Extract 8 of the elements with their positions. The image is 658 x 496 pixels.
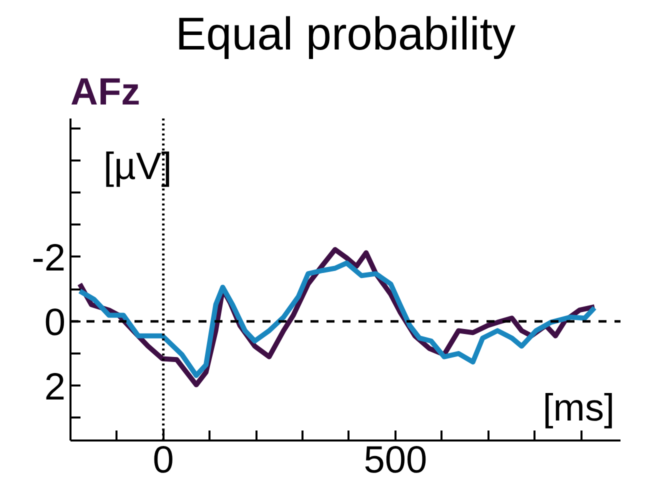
chart-subtitle: AFz bbox=[70, 72, 140, 114]
y-tick-label: 0 bbox=[44, 302, 66, 344]
y-tick-label: -2 bbox=[32, 237, 66, 280]
x-tick-label: 500 bbox=[364, 440, 428, 482]
chart-title: Equal probability bbox=[175, 8, 516, 60]
y-axis-title: [µV] bbox=[104, 146, 172, 188]
x-axis-title: [ms] bbox=[542, 387, 615, 430]
y-tick-label: 2 bbox=[44, 366, 66, 408]
